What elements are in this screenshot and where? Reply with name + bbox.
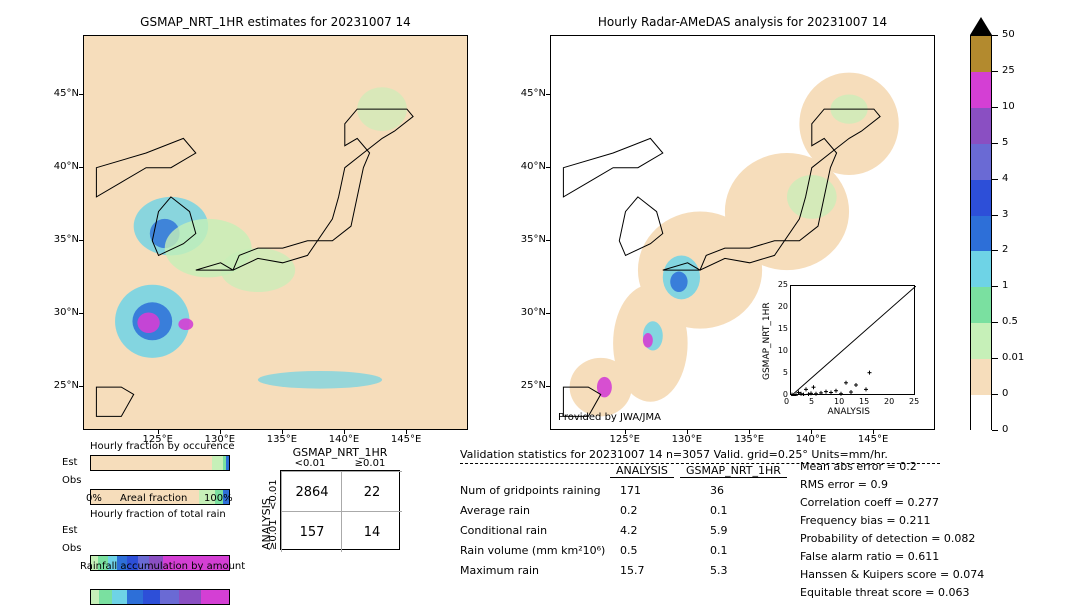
stats-row-label: Num of gridpoints raining <box>460 484 601 497</box>
stats-row-v1: 4.2 <box>620 524 638 537</box>
colorbar-tick: 2 <box>1002 244 1008 255</box>
contingency-cell: 14 <box>341 511 402 552</box>
colorbar-tick: 0.01 <box>1002 352 1024 363</box>
stats-right-row: Correlation coeff = 0.277 <box>800 496 939 509</box>
scatter-xlabel: ANALYSIS <box>828 407 870 417</box>
stats-row-v2: 36 <box>710 484 724 497</box>
hbar-axis-right: 100% <box>204 493 233 504</box>
stats-right-row: Frequency bias = 0.211 <box>800 514 931 527</box>
contingency-cell: 2864 <box>281 471 342 512</box>
colorbar-arrow-icon <box>970 17 992 35</box>
right-map-xtick: 135°E <box>734 434 764 445</box>
colorbar-tick: 1 <box>1002 280 1008 291</box>
hbar-axis-left: 0% <box>86 493 102 504</box>
colorbar-tick: 5 <box>1002 137 1008 148</box>
stats-row-v1: 171 <box>620 484 641 497</box>
stats-colhdr: GSMAP_NRT_1HR <box>680 464 787 478</box>
stats-right-row: Mean abs error = 0.2 <box>800 460 917 473</box>
left-map-xtick: 145°E <box>391 434 421 445</box>
map-credit: Provided by JWA/JMA <box>558 412 661 423</box>
right-map-ytick: 45°N <box>512 88 546 99</box>
hbar-total-title: Hourly fraction of total rain <box>90 509 226 520</box>
left-map-ytick: 25°N <box>45 380 79 391</box>
contingency-table: 28642215714 <box>280 470 400 550</box>
contingency-cell: 157 <box>281 511 342 552</box>
scatter-xtick: 15 <box>859 397 869 406</box>
stats-row-v1: 0.5 <box>620 544 638 557</box>
contingency-col-label: ≥0.01 <box>340 458 400 469</box>
colorbar-tick: 0 <box>1002 388 1008 399</box>
stats-right-row: RMS error = 0.9 <box>800 478 888 491</box>
right-map-ytick: 40°N <box>512 161 546 172</box>
left-map-ytick: 30°N <box>45 307 79 318</box>
scatter-ytick: 15 <box>776 324 788 333</box>
right-map-xtick: 140°E <box>796 434 826 445</box>
left-map-xtick: 135°E <box>267 434 297 445</box>
colorbar-tick: 10 <box>1002 101 1015 112</box>
stats-right-row: Equitable threat score = 0.063 <box>800 586 969 599</box>
stats-row-label: Average rain <box>460 504 530 517</box>
scatter-xtick: 25 <box>909 397 919 406</box>
scatter-xtick: 10 <box>834 397 844 406</box>
scatter-ytick: 25 <box>776 280 788 289</box>
right-map-xtick: 130°E <box>672 434 702 445</box>
stats-row-v2: 5.9 <box>710 524 728 537</box>
contingency-row-label: <0.01 <box>268 479 279 510</box>
left-map-ytick: 40°N <box>45 161 79 172</box>
scatter-ytick: 20 <box>776 302 788 311</box>
stats-colhdr: ANALYSIS <box>610 464 674 478</box>
hbar-axis-center: Areal fraction <box>120 493 187 504</box>
stats-right-row: Probability of detection = 0.082 <box>800 532 975 545</box>
right-map-title: Hourly Radar-AMeDAS analysis for 2023100… <box>550 15 935 29</box>
colorbar-tick: 50 <box>1002 29 1015 40</box>
hbar-total-row <box>90 589 230 605</box>
left-map-ytick: 35°N <box>45 234 79 245</box>
colorbar-tick: 3 <box>1002 209 1008 220</box>
stats-row-label: Conditional rain <box>460 524 547 537</box>
contingency-row-label: ≥0.01 <box>268 519 279 550</box>
stats-right-row: False alarm ratio = 0.611 <box>800 550 939 563</box>
hbar-caption: Rainfall accumulation by amount <box>80 561 245 572</box>
colorbar-tick: 0 <box>1002 424 1008 435</box>
stats-row-v2: 5.3 <box>710 564 728 577</box>
stats-right-row: Hanssen & Kuipers score = 0.074 <box>800 568 984 581</box>
right-map-xtick: 145°E <box>858 434 888 445</box>
left-map-ytick: 45°N <box>45 88 79 99</box>
contingency-col-label: <0.01 <box>280 458 340 469</box>
right-map-xtick: 125°E <box>610 434 640 445</box>
colorbar <box>970 35 992 430</box>
stats-row-v1: 15.7 <box>620 564 645 577</box>
scatter-ylabel: GSMAP_NRT_1HR <box>762 302 772 380</box>
left-map-xtick: 140°E <box>329 434 359 445</box>
colorbar-tick: 25 <box>1002 65 1015 76</box>
scatter-ytick: 10 <box>776 346 788 355</box>
contingency-cell: 22 <box>341 471 402 512</box>
right-map-ytick: 25°N <box>512 380 546 391</box>
hbar-occ-title: Hourly fraction by occurence <box>90 441 234 452</box>
scatter-xtick: 20 <box>884 397 894 406</box>
scatter-ytick: 0 <box>776 390 788 399</box>
hbar-total-rowlabel: Obs <box>62 543 81 554</box>
left-map-title: GSMAP_NRT_1HR estimates for 20231007 14 <box>83 15 468 29</box>
scatter-inset <box>790 285 915 395</box>
left-map <box>83 35 468 430</box>
scatter-ytick: 5 <box>776 368 788 377</box>
stats-row-v1: 0.2 <box>620 504 638 517</box>
hbar-occ-rowlabel: Obs <box>62 475 81 486</box>
colorbar-tick: 0.5 <box>1002 316 1018 327</box>
stats-row-v2: 0.1 <box>710 504 728 517</box>
hbar-occ-row <box>90 455 230 471</box>
hbar-total-rowlabel: Est <box>62 525 77 536</box>
stats-row-label: Rain volume (mm km²10⁶) <box>460 544 605 557</box>
stats-row-v2: 0.1 <box>710 544 728 557</box>
scatter-xtick: 5 <box>809 397 814 406</box>
colorbar-tick: 4 <box>1002 173 1008 184</box>
hbar-occ-rowlabel: Est <box>62 457 77 468</box>
right-map-ytick: 30°N <box>512 307 546 318</box>
right-map-ytick: 35°N <box>512 234 546 245</box>
stats-row-label: Maximum rain <box>460 564 539 577</box>
